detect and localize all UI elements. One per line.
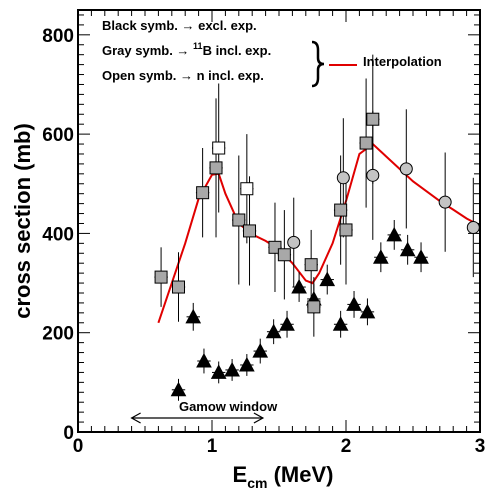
data-point-black-triangle [185, 308, 202, 324]
legend: Black symb. → excl. exp. Gray symb. → 11… [102, 18, 442, 88]
data-point-black-triangle [265, 323, 282, 339]
data-point-gray-square [172, 280, 185, 294]
data-point-gray-circle [336, 171, 350, 185]
data-point-black-triangle [239, 356, 255, 372]
data-point-gray-square [339, 223, 353, 237]
axis-ticks [77, 10, 481, 433]
data-point-black-triangle [196, 352, 212, 368]
x-tick-label: 0 [73, 436, 84, 457]
data-point-black-triangle [373, 249, 389, 264]
data-point-gray-circle [466, 220, 480, 234]
y-tick-label: 800 [42, 26, 74, 47]
x-tick-labels: 0 1 2 3 [73, 436, 486, 457]
data-point-gray-square [243, 224, 257, 238]
data-point-gray-square [196, 186, 210, 200]
data-point-black-triangle [399, 241, 416, 257]
data-point-black-triangle [252, 343, 269, 358]
data-point-black-triangle [224, 361, 240, 377]
data-point-black-triangle [332, 316, 349, 331]
x-axis-title: Ecm (MeV) [233, 462, 334, 491]
data-point-gray-circle [399, 162, 413, 176]
data-point-gray-square [154, 270, 168, 284]
y-axis-title: cross section (mb) [10, 123, 35, 319]
data-point-gray-square [307, 300, 321, 314]
data-point-black-triangle [359, 303, 376, 319]
interpolation-layer [157, 142, 477, 324]
data-point-black-triangle [413, 249, 429, 264]
legend-line-excl: Black symb. → excl. exp. [102, 18, 257, 33]
data-point-open-square [240, 182, 254, 196]
y-tick-label: 600 [42, 125, 74, 146]
plot-area-frame [77, 9, 481, 433]
data-point-gray-square [277, 248, 291, 262]
x-tick-label: 1 [207, 436, 218, 457]
gamow-window-arrow-head-left [130, 412, 141, 424]
gamow-window-arrow-head-right [253, 412, 265, 424]
data-point-black-triangle [279, 316, 295, 331]
data-point-black-triangle [210, 364, 227, 379]
x-tick-label: 2 [341, 436, 352, 457]
data-point-gray-square [359, 136, 373, 150]
legend-line-n-incl: Open symb. → n incl. exp. [102, 68, 264, 83]
gamow-window-label: Gamow window [179, 399, 278, 414]
data-point-black-triangle [319, 271, 336, 287]
data-point-gray-square [304, 258, 318, 272]
y-tick-label: 200 [42, 324, 74, 345]
interpolation-curve [157, 142, 477, 324]
data-point-black-triangle [346, 296, 362, 311]
data-point-black-triangle [291, 278, 307, 294]
data-point-black-triangle [170, 381, 187, 397]
legend-brace [311, 40, 325, 88]
x-tick-label: 3 [475, 436, 486, 457]
data-point-open-square [212, 141, 226, 155]
legend-interpolation-label: Interpolation [363, 54, 442, 69]
data-point-gray-circle [366, 168, 380, 182]
data-point-gray-circle [287, 235, 301, 249]
y-tick-label: 0 [63, 423, 74, 444]
data-point-black-triangle [386, 226, 403, 242]
y-tick-labels: 0 200 400 600 800 [42, 26, 74, 444]
data-point-gray-square [366, 112, 380, 126]
data-point-gray-square [209, 161, 223, 175]
gamow-window-annotation: Gamow window [130, 399, 278, 424]
data-point-gray-circle [438, 195, 452, 209]
y-tick-label: 400 [42, 224, 74, 245]
legend-line-11b-incl: Gray symb. → 11B incl. exp. [102, 41, 271, 58]
data-markers [154, 112, 480, 397]
data-point-gray-square [334, 203, 348, 217]
data-point-gray-square [232, 213, 246, 227]
